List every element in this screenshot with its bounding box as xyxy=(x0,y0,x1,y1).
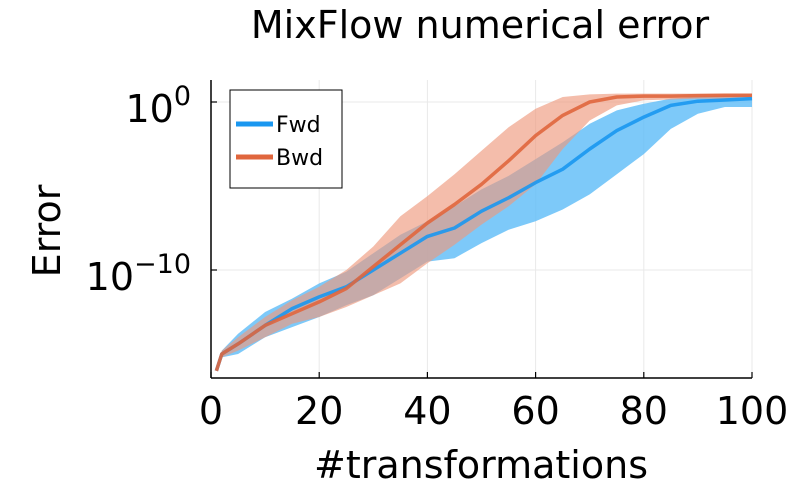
x-tick-label: 0 xyxy=(199,389,223,433)
x-tick-label: 100 xyxy=(716,389,789,433)
legend-label-bwd: Bwd xyxy=(276,146,323,171)
median-lines xyxy=(214,93,753,372)
legend-box xyxy=(229,89,343,189)
y-tick-label: 100 xyxy=(125,81,191,131)
x-tick-label: 20 xyxy=(295,389,343,433)
line-fwd xyxy=(214,96,753,372)
axes xyxy=(210,80,752,379)
x-ticks: 0 20 40 60 80 100 xyxy=(199,372,788,433)
x-tick-label: 80 xyxy=(620,389,668,433)
x-tick-label: 60 xyxy=(511,389,559,433)
legend-label-fwd: Fwd xyxy=(276,113,321,138)
confidence-bands xyxy=(216,93,752,371)
x-tick-label: 40 xyxy=(403,389,451,433)
y-axis-label: Error xyxy=(25,184,69,277)
x-axis-label: #transformations xyxy=(314,443,648,487)
line-bwd xyxy=(214,93,752,372)
chart-title: MixFlow numerical error xyxy=(251,3,710,47)
legend: Fwd Bwd xyxy=(229,89,343,189)
y-ticks: 100 10−10 xyxy=(86,81,217,299)
y-tick-label: 10−10 xyxy=(86,249,191,299)
band-bwd xyxy=(216,93,752,371)
